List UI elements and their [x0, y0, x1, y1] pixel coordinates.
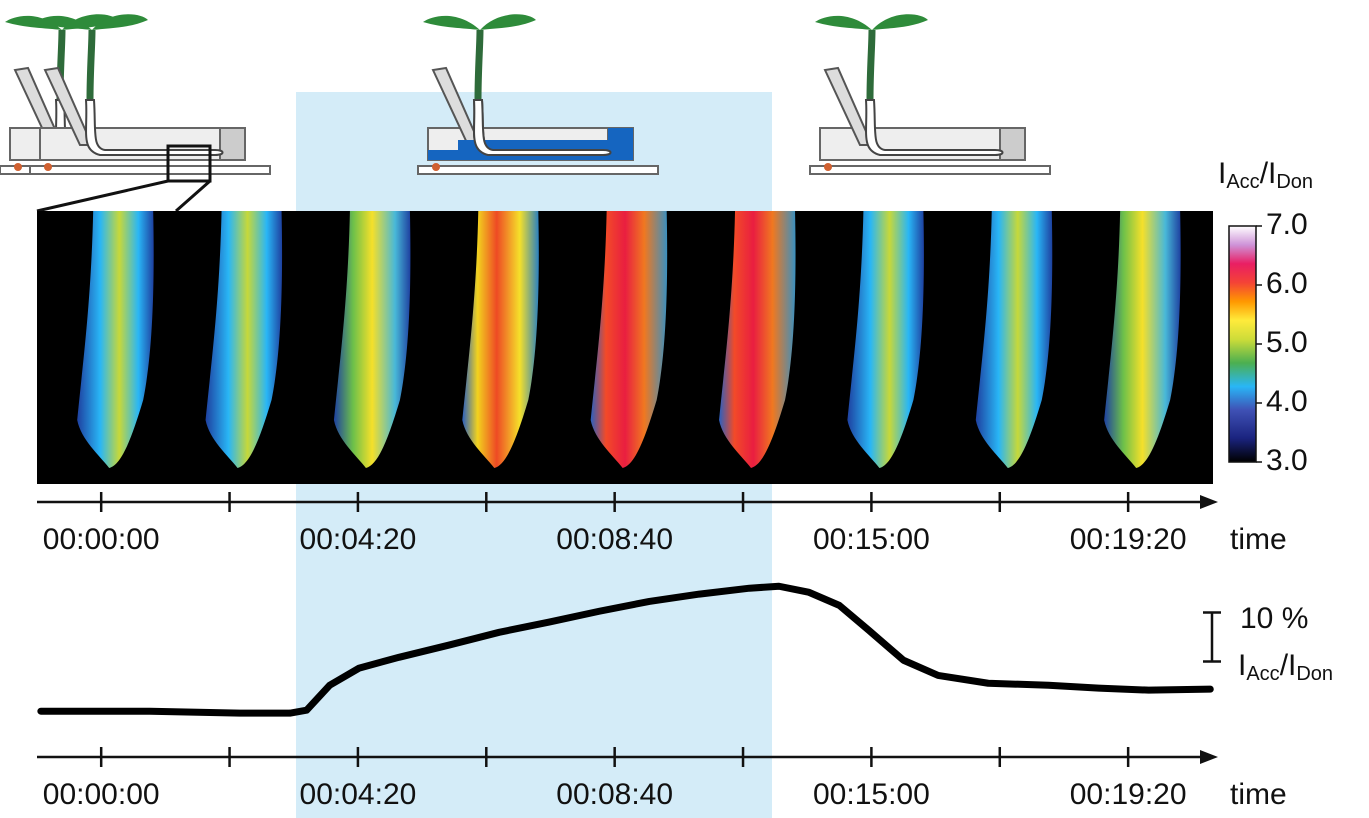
x-axis-label: time [1230, 523, 1287, 556]
x-tick-label: 00:00:00 [43, 523, 160, 556]
root-images [77, 211, 1180, 468]
colorbar-tick-label: 4.0 [1266, 385, 1308, 418]
x-tick-label: 00:19:20 [1070, 778, 1187, 811]
scale-bar-label: 10 % [1240, 602, 1308, 635]
scale-bar [1203, 613, 1221, 662]
colorbar-tick-label: 6.0 [1266, 267, 1308, 300]
x-tick-label: 00:00:00 [43, 778, 160, 811]
axis-arrow [1200, 495, 1218, 509]
x-axis-label: time [1230, 778, 1287, 811]
colorbar [1229, 226, 1256, 462]
x-tick-label: 00:04:20 [300, 523, 417, 556]
y-label: IAcc/IDon [1238, 649, 1333, 685]
figure: IAcc/IDon 10 % IAcc/IDon 3.0 4.0 5.0 6.0 7.0… [0, 0, 1369, 818]
colorbar-title: IAcc/IDon [1218, 157, 1313, 193]
x-tick-label: 00:15:00 [813, 778, 930, 811]
colorbar-tick-label: 3.0 [1266, 444, 1308, 477]
x-tick-label: 00:15:00 [813, 523, 930, 556]
x-tick-label: 00:04:20 [300, 778, 417, 811]
axis-arrow [1200, 750, 1218, 764]
x-tick-label: 00:08:40 [556, 523, 673, 556]
colorbar-tick-label: 7.0 [1266, 208, 1308, 241]
colorbar-tick-label: 5.0 [1266, 326, 1308, 359]
x-tick-label: 00:08:40 [556, 778, 673, 811]
x-tick-label: 00:19:20 [1070, 523, 1187, 556]
